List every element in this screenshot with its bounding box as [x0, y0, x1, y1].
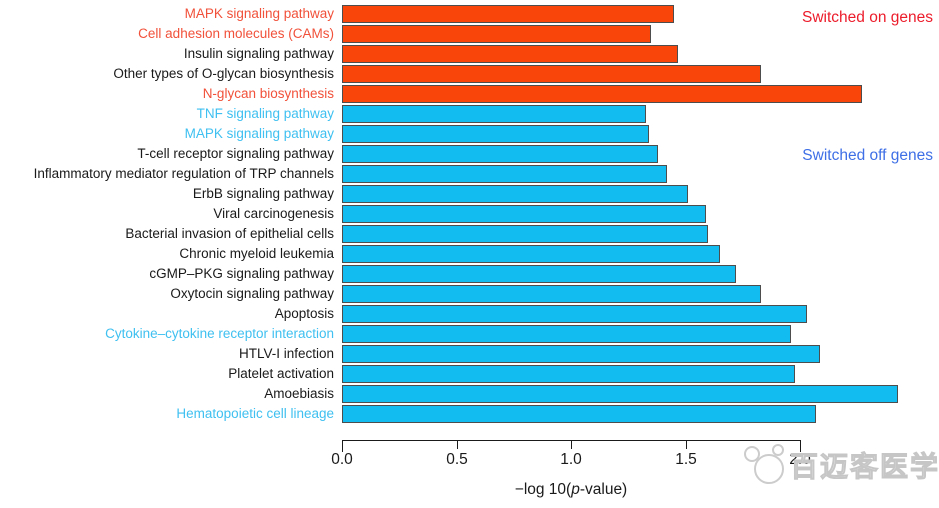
x-axis-tick [457, 440, 458, 449]
watermark-panda-logo-icon [742, 444, 790, 486]
x-axis-title: −log 10(p-value) [515, 481, 627, 499]
x-axis-tick [800, 440, 801, 452]
category-label: Insulin signaling pathway [183, 46, 334, 61]
x-axis-tick-label: 2.0 [789, 451, 811, 468]
bar [342, 365, 795, 383]
bar [342, 325, 791, 343]
bar [342, 25, 651, 43]
category-label: Chronic myeloid leukemia [179, 246, 334, 261]
category-label: Inflammatory mediator regulation of TRP … [33, 166, 334, 181]
x-axis-tick-label: 1.5 [675, 451, 697, 468]
category-label: Platelet activation [228, 366, 334, 381]
x-axis-title-prefix: −log 10( [514, 481, 572, 498]
x-axis-tick [686, 440, 687, 449]
bar [342, 385, 898, 403]
x-axis-tick [342, 440, 343, 452]
bar [342, 205, 706, 223]
category-label: N-glycan biosynthesis [202, 86, 334, 101]
bar [342, 225, 708, 243]
bar [342, 165, 667, 183]
category-label: Cell adhesion molecules (CAMs) [138, 26, 334, 41]
category-label: HTLV-I infection [238, 346, 334, 361]
category-label: Other types of O-glycan biosynthesis [113, 66, 334, 81]
category-label: Apoptosis [274, 306, 334, 321]
category-label: MAPK signaling pathway [184, 126, 334, 141]
category-label: cGMP–PKG signaling pathway [149, 266, 334, 281]
x-axis-tick-label: 0.5 [446, 451, 468, 468]
bar [342, 345, 820, 363]
bar [342, 65, 761, 83]
bar [342, 145, 658, 163]
bar [342, 265, 736, 283]
bar [342, 285, 761, 303]
category-label: Amoebiasis [264, 386, 334, 401]
bar [342, 405, 816, 423]
category-label: Hematopoietic cell lineage [176, 406, 334, 421]
category-label: T-cell receptor signaling pathway [137, 146, 334, 161]
category-label: Oxytocin signaling pathway [170, 286, 334, 301]
bar [342, 245, 720, 263]
category-label: Cytokine–cytokine receptor interaction [105, 326, 334, 341]
category-label: Bacterial invasion of epithelial cells [125, 226, 334, 241]
x-axis-tick [571, 440, 572, 449]
category-label: TNF signaling pathway [196, 106, 334, 121]
bar [342, 45, 678, 63]
bar [342, 185, 688, 203]
category-label: Viral carcinogenesis [213, 206, 334, 221]
bar [342, 5, 674, 23]
legend-switched-off-genes: Switched off genes [802, 147, 933, 164]
x-axis-tick-label: 1.0 [560, 451, 582, 468]
x-axis-title-italic-p: p [571, 481, 580, 498]
bar [342, 105, 646, 123]
watermark-text: 百迈客医学 [789, 451, 939, 483]
category-label: MAPK signaling pathway [184, 6, 334, 21]
category-label: ErbB signaling pathway [192, 186, 334, 201]
x-axis-tick-label: 0.0 [331, 451, 353, 468]
x-axis-title-suffix: -value) [579, 481, 628, 498]
bar [342, 305, 807, 323]
bar [342, 125, 649, 143]
bar [342, 85, 862, 103]
watermark: 百迈客医学 [742, 444, 939, 486]
legend-switched-on-genes: Switched on genes [802, 9, 933, 26]
